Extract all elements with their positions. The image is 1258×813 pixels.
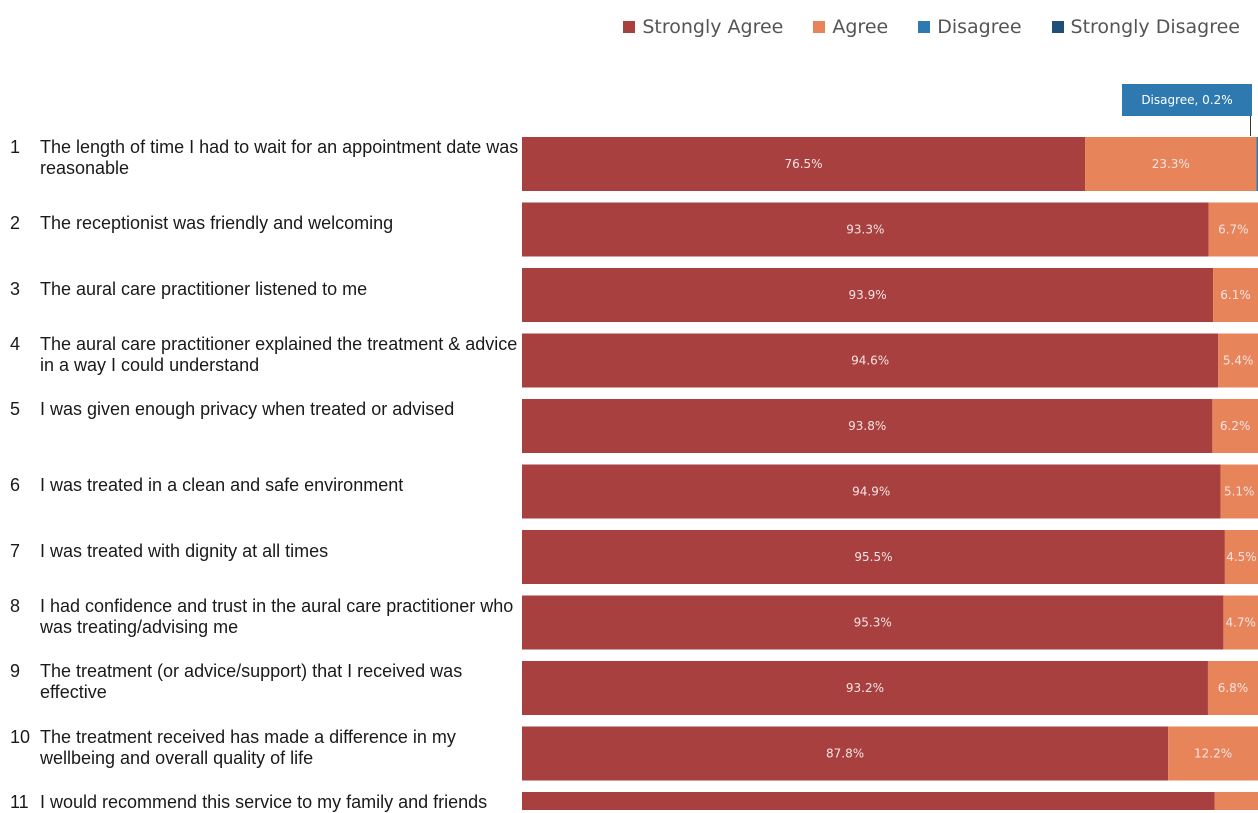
bar-segment-strongly-agree: [522, 726, 1169, 781]
question-text: The aural care practitioner explained th…: [40, 333, 518, 375]
legend-swatch: [623, 21, 636, 33]
question-label: 10 The treatment received has made a diff…: [10, 727, 520, 769]
question-label: 2 The receptionist was friendly and welco…: [10, 213, 520, 234]
question-number: 2: [10, 213, 21, 233]
bar-segment-agree: [1220, 464, 1258, 519]
bar-segment-disagree: [1256, 137, 1258, 191]
question-label: 4 The aural care practitioner explained t…: [10, 334, 520, 376]
bar-segment-strongly-agree: [522, 268, 1214, 322]
bar-segment-strongly-agree: [522, 792, 1215, 810]
question-number: 11: [10, 792, 29, 812]
data-label: 76.5%: [784, 157, 822, 171]
bar-segment-strongly-agree: [522, 399, 1213, 453]
question-number: 10: [10, 726, 31, 747]
bar-segment-strongly-agree: [522, 137, 1086, 191]
data-label: 6.2%: [1220, 419, 1251, 433]
legend-item: Agree: [813, 16, 888, 38]
chart-legend: Strongly Agree Agree Disagree Strongly Disa…: [623, 16, 1240, 38]
data-label: 93.9%: [848, 288, 886, 302]
question-text: The treatment received has made a differ…: [40, 726, 456, 768]
bar-segment-strongly-agree: [522, 202, 1209, 257]
bar-segment-agree: [1214, 792, 1258, 810]
legend-item: Strongly Disagree: [1051, 16, 1240, 38]
bar-segment-strongly-agree: [522, 661, 1208, 715]
question-text: The aural care practitioner listened to …: [40, 278, 368, 299]
question-text: I had confidence and trust in the aural …: [40, 595, 514, 637]
data-label: 4.5%: [1226, 550, 1257, 564]
data-label: 4.7%: [1225, 616, 1256, 630]
legend-label: Agree: [832, 16, 889, 38]
legend-swatch: [813, 21, 826, 33]
question-number: 3: [10, 278, 21, 299]
data-label: 95.5%: [854, 550, 892, 564]
bar-segment-strongly-agree: [522, 464, 1221, 519]
question-number: 9: [10, 661, 21, 681]
disagree-callout: Disagree, 0.2%: [1122, 84, 1252, 116]
question-number: 6: [10, 475, 21, 495]
data-label: 94.9%: [852, 485, 890, 499]
question-number: 8: [10, 595, 21, 616]
legend-label: Strongly Agree: [642, 16, 784, 38]
data-label: 5.4%: [1223, 354, 1254, 368]
question-number: 4: [10, 333, 21, 354]
data-label: 23.3%: [1152, 157, 1190, 171]
question-text: I would recommend this service to my fam…: [40, 792, 488, 812]
data-label: 95.3%: [854, 616, 892, 630]
data-label: 6.7%: [1218, 223, 1249, 237]
question-label: 6 I was treated in a clean and safe envir…: [10, 475, 520, 496]
data-label: 93.2%: [846, 681, 884, 695]
question-number: 1: [10, 137, 21, 157]
data-label: 12.2%: [1194, 747, 1232, 761]
question-number: 7: [10, 540, 21, 561]
question-list: 1 The length of time I had to wait for an…: [0, 0, 520, 813]
bar-segment-agree: [1085, 137, 1257, 191]
question-text: I was treated with dignity at all times: [40, 540, 329, 561]
question-label: 5 I was given enough privacy when treated…: [10, 399, 520, 420]
question-label: 7 I was treated with dignity at all times: [10, 541, 520, 562]
bar-segment-agree: [1212, 399, 1258, 453]
question-label: 8 I had confidence and trust in the aural…: [10, 596, 520, 638]
legend-swatch: [1051, 21, 1064, 33]
legend-item: Strongly Agree: [623, 16, 783, 38]
legend-label: Disagree: [937, 16, 1022, 38]
data-label: 94.6%: [851, 354, 889, 368]
bar-segment-agree: [1168, 726, 1258, 781]
data-label: 87.8%: [826, 747, 864, 761]
bar-segment-agree: [1223, 595, 1258, 650]
bar-segment-agree: [1224, 530, 1258, 584]
bar-segment-agree: [1218, 333, 1258, 388]
legend-label: Strongly Disagree: [1070, 16, 1240, 38]
question-label: 9 The treatment (or advice/support) that …: [10, 661, 520, 703]
question-label: 3 The aural care practitioner listened to…: [10, 279, 520, 300]
legend-item: Disagree: [918, 16, 1022, 38]
question-text: The length of time I had to wait for an …: [40, 137, 519, 178]
data-label: 6.8%: [1218, 681, 1249, 695]
legend-swatch: [918, 21, 931, 33]
bar-segment-agree: [1208, 202, 1258, 257]
data-label: 5.1%: [1224, 485, 1255, 499]
question-text: I was treated in a clean and safe enviro…: [40, 475, 404, 495]
question-label: 11 I would recommend this service to my f…: [10, 792, 520, 813]
question-text: The treatment (or advice/support) that I…: [40, 661, 463, 702]
data-label: 93.8%: [848, 419, 886, 433]
callout-arrow: [1250, 116, 1251, 136]
bar-segment-agree: [1213, 268, 1258, 322]
bar-segment-strongly-agree: [522, 530, 1225, 584]
question-number: 5: [10, 399, 21, 419]
bar-segment-agree: [1207, 661, 1258, 715]
data-label: 6.1%: [1220, 288, 1251, 302]
question-label: 1 The length of time I had to wait for an…: [10, 137, 520, 179]
bar-segment-strongly-agree: [522, 333, 1219, 388]
data-label: 93.3%: [846, 223, 884, 237]
bar-segment-strongly-agree: [522, 595, 1224, 650]
question-text: The receptionist was friendly and welcom…: [40, 213, 394, 233]
question-text: I was given enough privacy when treated …: [40, 399, 455, 419]
